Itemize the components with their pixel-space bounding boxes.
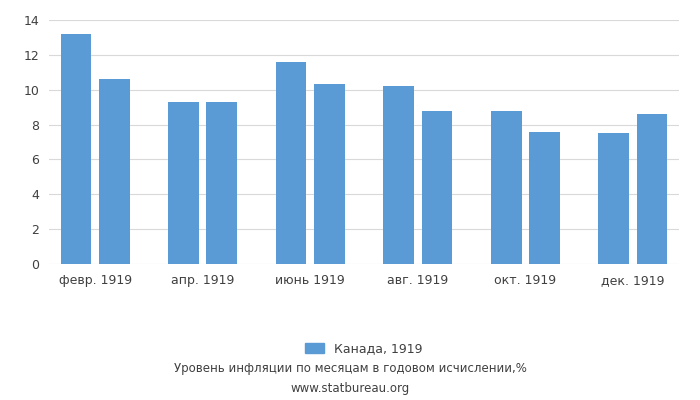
Bar <box>276 62 307 264</box>
Text: www.statbureau.org: www.statbureau.org <box>290 382 410 395</box>
Text: Уровень инфляции по месяцам в годовом исчислении,%: Уровень инфляции по месяцам в годовом ис… <box>174 362 526 375</box>
Bar <box>529 132 560 264</box>
Bar <box>168 102 199 264</box>
Bar <box>206 102 237 264</box>
Bar <box>421 111 452 264</box>
Bar <box>60 34 91 264</box>
Legend: Канада, 1919: Канада, 1919 <box>300 337 428 360</box>
Bar <box>99 79 130 264</box>
Bar <box>637 114 668 264</box>
Bar <box>383 86 414 264</box>
Bar <box>491 111 522 264</box>
Bar <box>598 133 629 264</box>
Bar <box>314 84 345 264</box>
